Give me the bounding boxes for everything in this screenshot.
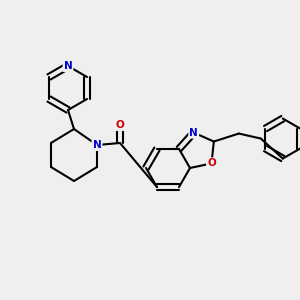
Text: N: N <box>93 140 101 150</box>
Text: O: O <box>207 158 216 168</box>
Text: N: N <box>189 128 198 138</box>
Text: N: N <box>64 61 72 71</box>
Text: O: O <box>116 120 124 130</box>
